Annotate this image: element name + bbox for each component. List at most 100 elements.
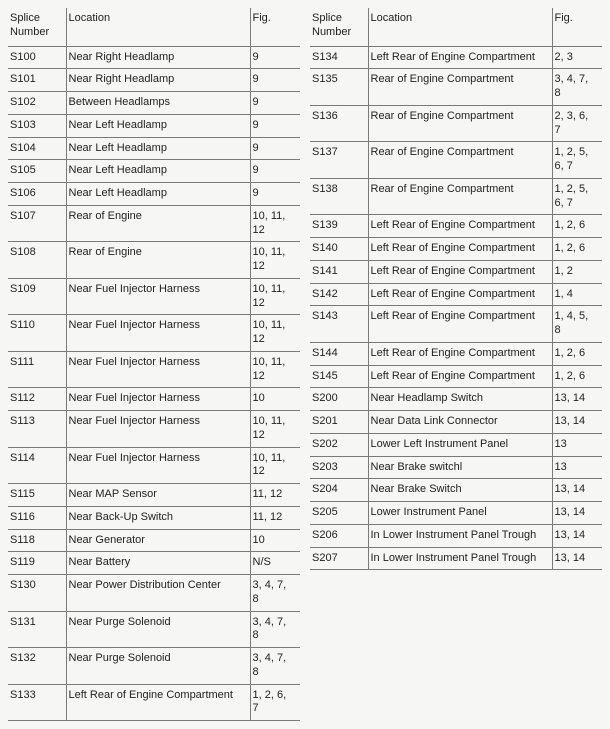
cell-location: Near Power Distribution Center: [66, 575, 250, 612]
cell-splice: S114: [8, 447, 66, 484]
cell-location: Near Headlamp Switch: [368, 388, 552, 411]
cell-fig: 1, 2, 5, 6, 7: [552, 142, 602, 179]
cell-fig: 11, 12: [250, 506, 300, 529]
cell-location: Left Rear of Engine Compartment: [368, 283, 552, 306]
cell-splice: S141: [310, 260, 368, 283]
table-row: S106Near Left Headlamp9: [8, 183, 300, 206]
cell-fig: 10, 11, 12: [250, 411, 300, 448]
table-row: S141Left Rear of Engine Compartment1, 2: [310, 260, 602, 283]
cell-location: Left Rear of Engine Compartment: [368, 342, 552, 365]
cell-location: Rear of Engine Compartment: [368, 69, 552, 106]
table-row: S143Left Rear of Engine Compartment1, 4,…: [310, 306, 602, 343]
table-row: S137Rear of Engine Compartment1, 2, 5, 6…: [310, 142, 602, 179]
cell-location: Rear of Engine: [66, 242, 250, 279]
cell-splice: S137: [310, 142, 368, 179]
col-header-fig: Fig.: [250, 8, 300, 46]
cell-location: Near Fuel Injector Harness: [66, 278, 250, 315]
cell-fig: 1, 2, 6: [552, 215, 602, 238]
cell-splice: S204: [310, 479, 368, 502]
cell-fig: 10, 11, 12: [250, 315, 300, 352]
cell-splice: S143: [310, 306, 368, 343]
table-row: S135Rear of Engine Compartment3, 4, 7, 8: [310, 69, 602, 106]
cell-location: Near Fuel Injector Harness: [66, 447, 250, 484]
cell-fig: 2, 3: [552, 46, 602, 69]
col-header-location: Location: [66, 8, 250, 46]
cell-fig: 13, 14: [552, 502, 602, 525]
cell-splice: S132: [8, 648, 66, 685]
cell-splice: S135: [310, 69, 368, 106]
col-header-splice: Splice Number: [310, 8, 368, 46]
cell-splice: S101: [8, 69, 66, 92]
cell-location: Near Left Headlamp: [66, 160, 250, 183]
table-row: S138Rear of Engine Compartment1, 2, 5, 6…: [310, 178, 602, 215]
cell-fig: 1, 4: [552, 283, 602, 306]
cell-location: In Lower Instrument Panel Trough: [368, 547, 552, 570]
cell-splice: S109: [8, 278, 66, 315]
table-row: S133Left Rear of Engine Compartment1, 2,…: [8, 684, 300, 721]
splice-table-right: Splice Number Location Fig. S134Left Rea…: [310, 8, 602, 570]
cell-location: Near Data Link Connector: [368, 411, 552, 434]
cell-location: Near Purge Solenoid: [66, 648, 250, 685]
cell-location: Between Headlamps: [66, 92, 250, 115]
cell-location: Near Right Headlamp: [66, 46, 250, 69]
cell-location: Near MAP Sensor: [66, 484, 250, 507]
table-row: S130Near Power Distribution Center3, 4, …: [8, 575, 300, 612]
table-row: S105Near Left Headlamp9: [8, 160, 300, 183]
table-row: S107Rear of Engine10, 11, 12: [8, 205, 300, 242]
cell-fig: 10, 11, 12: [250, 205, 300, 242]
cell-fig: 1, 2, 6: [552, 342, 602, 365]
cell-splice: S102: [8, 92, 66, 115]
cell-fig: 13, 14: [552, 524, 602, 547]
table-row: S100Near Right Headlamp9: [8, 46, 300, 69]
cell-splice: S113: [8, 411, 66, 448]
cell-splice: S139: [310, 215, 368, 238]
cell-fig: 13: [552, 433, 602, 456]
cell-splice: S207: [310, 547, 368, 570]
cell-fig: 13, 14: [552, 547, 602, 570]
cell-fig: 1, 2, 6: [552, 365, 602, 388]
splice-table-page: Splice Number Location Fig. S100Near Rig…: [8, 8, 602, 721]
cell-location: Left Rear of Engine Compartment: [368, 306, 552, 343]
table-row: S139Left Rear of Engine Compartment1, 2,…: [310, 215, 602, 238]
right-column: Splice Number Location Fig. S134Left Rea…: [310, 8, 602, 721]
table-row: S142Left Rear of Engine Compartment1, 4: [310, 283, 602, 306]
cell-splice: S115: [8, 484, 66, 507]
cell-fig: 13, 14: [552, 411, 602, 434]
table-row: S202Lower Left Instrument Panel13: [310, 433, 602, 456]
cell-location: Rear of Engine Compartment: [368, 142, 552, 179]
table-row: S119Near BatteryN/S: [8, 552, 300, 575]
cell-location: Near Left Headlamp: [66, 114, 250, 137]
cell-fig: N/S: [250, 552, 300, 575]
cell-splice: S108: [8, 242, 66, 279]
cell-location: Left Rear of Engine Compartment: [368, 365, 552, 388]
cell-fig: 3, 4, 7, 8: [250, 648, 300, 685]
splice-table-left: Splice Number Location Fig. S100Near Rig…: [8, 8, 300, 721]
cell-splice: S142: [310, 283, 368, 306]
cell-fig: 1, 2, 6: [552, 238, 602, 261]
cell-splice: S103: [8, 114, 66, 137]
cell-location: Near Brake Switch: [368, 479, 552, 502]
cell-splice: S145: [310, 365, 368, 388]
table-row: S103Near Left Headlamp9: [8, 114, 300, 137]
table-row: S134Left Rear of Engine Compartment2, 3: [310, 46, 602, 69]
cell-splice: S107: [8, 205, 66, 242]
cell-location: Near Back-Up Switch: [66, 506, 250, 529]
cell-splice: S140: [310, 238, 368, 261]
cell-fig: 13, 14: [552, 388, 602, 411]
header-row: Splice Number Location Fig.: [310, 8, 602, 46]
cell-splice: S136: [310, 105, 368, 142]
cell-location: Near Fuel Injector Harness: [66, 315, 250, 352]
cell-splice: S130: [8, 575, 66, 612]
cell-fig: 9: [250, 92, 300, 115]
cell-location: Rear of Engine Compartment: [368, 178, 552, 215]
cell-location: Left Rear of Engine Compartment: [66, 684, 250, 721]
cell-fig: 10, 11, 12: [250, 351, 300, 388]
col-header-fig: Fig.: [552, 8, 602, 46]
table-row: S203Near Brake switchl13: [310, 456, 602, 479]
cell-fig: 3, 4, 7, 8: [552, 69, 602, 106]
cell-fig: 10: [250, 529, 300, 552]
table-row: S102Between Headlamps9: [8, 92, 300, 115]
cell-fig: 1, 4, 5, 8: [552, 306, 602, 343]
cell-fig: 9: [250, 114, 300, 137]
cell-location: Left Rear of Engine Compartment: [368, 238, 552, 261]
